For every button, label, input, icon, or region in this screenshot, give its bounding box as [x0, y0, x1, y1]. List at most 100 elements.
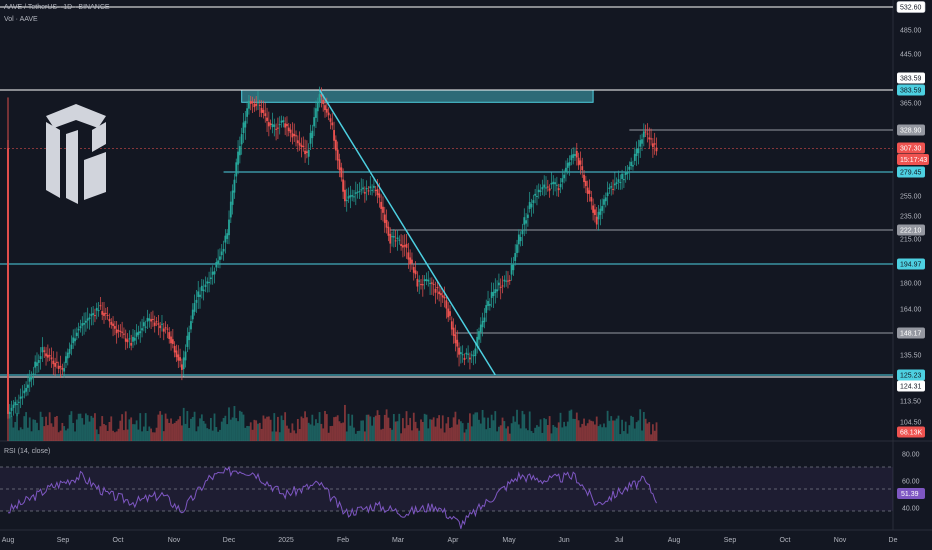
candle-body: [405, 243, 408, 248]
candle-body: [563, 174, 566, 179]
candle-body: [526, 214, 529, 218]
volume-bar: [66, 428, 69, 441]
candle-body: [17, 401, 20, 403]
candle-body: [39, 356, 42, 359]
candle-body: [420, 284, 422, 286]
volume-bar: [242, 414, 245, 441]
volume-bar: [48, 412, 51, 441]
price-tick-label: 124.31: [900, 384, 922, 391]
volume-bar: [258, 422, 261, 441]
volume-bar: [56, 415, 58, 441]
volume-bar: [21, 429, 24, 441]
candle-body: [36, 362, 38, 366]
volume-bar: [291, 423, 294, 441]
volume-bar: [367, 414, 370, 441]
volume-bar: [606, 410, 609, 441]
volume-bar: [135, 420, 138, 441]
candle-body: [171, 339, 174, 344]
candle-body: [166, 328, 169, 330]
volume-bar: [349, 425, 352, 441]
price-label-box: [897, 224, 925, 236]
volume-bar: [648, 422, 651, 441]
candle-body: [37, 360, 40, 363]
volume-bar: [507, 426, 509, 441]
volume-bar: [273, 413, 276, 441]
candle-body: [548, 188, 551, 191]
volume-bar: [599, 424, 602, 441]
candle-body: [325, 108, 328, 113]
candle-body: [77, 328, 80, 331]
candle-body: [561, 178, 564, 183]
candle-body: [608, 187, 611, 189]
candle-body: [231, 190, 234, 205]
candle-body: [619, 182, 622, 184]
volume-bar: [608, 420, 611, 441]
volume-bar: [94, 413, 96, 441]
time-tick-label: 2025: [278, 537, 294, 544]
time-tick-label: Nov: [834, 537, 847, 544]
time-tick-label: Oct: [780, 537, 791, 544]
volume-bar: [592, 421, 595, 441]
volume-bar: [459, 421, 462, 441]
volume-bar: [103, 424, 105, 441]
candle-body: [436, 287, 439, 289]
volume-bar: [613, 420, 616, 441]
price-tick-label: 164.00: [900, 307, 922, 314]
volume-bar: [253, 419, 256, 441]
volume-bar: [30, 431, 33, 441]
candle-body: [461, 354, 464, 356]
candle-body: [483, 317, 486, 323]
volume-bar: [383, 414, 386, 441]
candle-body: [595, 216, 598, 225]
volume-bar: [387, 417, 390, 441]
volume-bar: [108, 422, 111, 441]
volume-bar: [534, 427, 537, 441]
candle-body: [356, 191, 359, 193]
candle-body: [463, 357, 466, 360]
volume-bar: [302, 418, 305, 441]
candle-body: [416, 278, 419, 287]
volume-bar: [244, 427, 247, 441]
volume-bar: [226, 424, 229, 441]
volume-bar: [99, 426, 102, 441]
volume-bar: [188, 427, 191, 441]
candle-body: [623, 179, 625, 181]
candle-body: [267, 122, 270, 127]
price-tick-label: 215.00: [900, 237, 922, 244]
candle-body: [373, 185, 375, 188]
volume-bar: [514, 421, 517, 441]
candle-body: [88, 317, 91, 320]
candle-body: [499, 286, 502, 288]
candle-body: [449, 311, 451, 316]
candle-body: [260, 107, 263, 113]
candle-body: [577, 157, 580, 166]
candle-body: [159, 325, 162, 329]
volume-bar: [19, 427, 22, 441]
candle-body: [224, 235, 227, 243]
volume-bar: [293, 430, 296, 441]
candle-body: [421, 284, 424, 286]
price-tick-label: 445.00: [900, 52, 922, 59]
candle-body: [113, 326, 116, 329]
candle-body: [66, 352, 69, 359]
time-tick-label: Jun: [558, 537, 569, 544]
price-label-box: [897, 166, 925, 178]
volume-bar: [594, 424, 596, 441]
candle-body: [615, 182, 618, 184]
volume-bar: [110, 416, 113, 441]
volume-bar: [206, 428, 209, 441]
candle-body: [141, 328, 143, 331]
candle-body: [211, 271, 214, 275]
volume-bar: [568, 410, 571, 441]
rsi-value-box: [897, 488, 925, 499]
volume-bar: [436, 418, 439, 441]
candle-body: [452, 327, 455, 336]
price-tick-label: 383.59: [900, 88, 922, 95]
candle-body: [555, 184, 558, 186]
candle-body: [642, 131, 645, 138]
candle-body: [523, 217, 526, 225]
candle-body: [498, 282, 500, 286]
candle-body: [101, 311, 104, 315]
candle-body: [287, 127, 290, 132]
